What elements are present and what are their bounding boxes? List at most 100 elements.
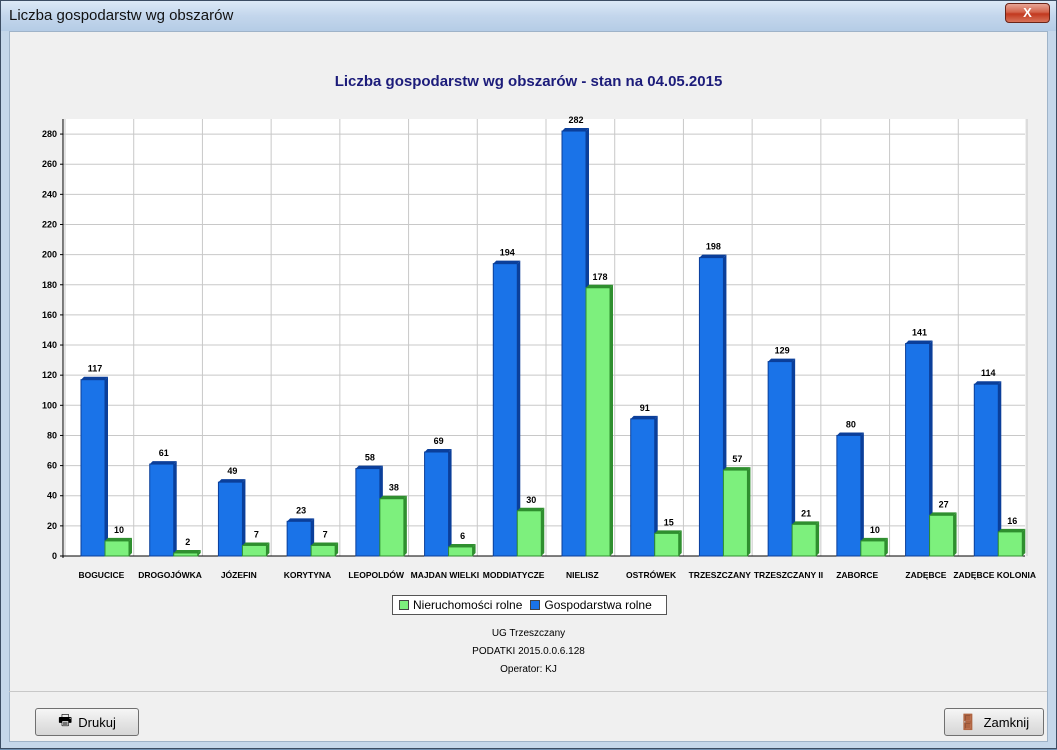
bar-gospodarstwa-value-label: 194 <box>500 248 515 258</box>
legend-label-gospodarstwa: Gospodarstwa rolne <box>544 598 652 612</box>
bar-gospodarstwa-value-label: 23 <box>296 505 306 515</box>
bar-gospodarstwa <box>905 343 931 557</box>
bar-nieruchomosci-side <box>884 537 888 556</box>
bar-nieruchomosci-value-label: 15 <box>664 517 674 527</box>
bar-nieruchomosci <box>104 540 130 557</box>
bar-nieruchomosci-side <box>747 467 751 556</box>
print-button-label: Drukuj <box>78 714 116 730</box>
y-tick-label: 280 <box>42 129 57 139</box>
bar-gospodarstwa-top <box>218 479 246 483</box>
bar-nieruchomosci-side <box>678 530 682 556</box>
close-icon: X <box>1023 5 1032 20</box>
bar-nieruchomosci-top <box>654 530 682 534</box>
x-tick-label: NIELISZ <box>566 570 599 580</box>
bar-nieruchomosci-side <box>610 284 613 556</box>
bar-gospodarstwa <box>767 361 793 557</box>
print-button[interactable]: 🖶 Drukuj <box>35 708 139 736</box>
bar-gospodarstwa <box>492 263 518 557</box>
bar-nieruchomosci-top <box>723 467 751 471</box>
bar-gospodarstwa-top <box>81 376 108 380</box>
y-tick-label: 140 <box>42 340 57 350</box>
bar-nieruchomosci-side <box>1022 528 1026 556</box>
bar-gospodarstwa <box>217 481 243 557</box>
bar-gospodarstwa <box>836 434 862 557</box>
bar-gospodarstwa-top <box>493 260 521 264</box>
chart-legend: Nieruchomości rolne Gospodarstwa rolne <box>392 595 667 615</box>
x-tick-label: OSTRÓWEK <box>626 569 677 580</box>
bar-nieruchomosci-value-label: 57 <box>732 454 742 464</box>
close-button[interactable]: 🚪 Zamknij <box>944 708 1044 736</box>
bar-gospodarstwa-value-label: 80 <box>846 419 856 429</box>
bar-nieruchomosci-value-label: 6 <box>460 531 465 541</box>
bar-gospodarstwa-side <box>105 376 108 556</box>
bar-nieruchomosci-side <box>953 512 957 556</box>
x-tick-label: LEOPOLDÓW <box>348 569 405 580</box>
close-window-button[interactable]: X <box>1005 3 1050 23</box>
bar-nieruchomosci-value-label: 38 <box>389 483 399 493</box>
bar-nieruchomosci <box>310 544 336 557</box>
legend-swatch-blue <box>530 600 541 610</box>
bar-gospodarstwa <box>149 463 175 557</box>
bar-gospodarstwa-side <box>792 358 796 556</box>
bar-gospodarstwa-side <box>173 461 177 556</box>
x-tick-label: MODDIATYCZE <box>483 570 545 580</box>
y-tick-label: 200 <box>42 250 57 260</box>
legend-item-gospodarstwa: Gospodarstwa rolne <box>530 598 652 612</box>
bar-nieruchomosci <box>997 531 1023 557</box>
bar-gospodarstwa-value-label: 69 <box>434 436 444 446</box>
window-title: Liczba gospodarstw wg obszarów <box>9 7 234 24</box>
bar-gospodarstwa <box>973 383 999 557</box>
bar-nieruchomosci-top <box>929 512 957 516</box>
close-button-label: Zamknij <box>983 714 1030 730</box>
bar-gospodarstwa-top <box>699 254 727 258</box>
plot-area <box>63 119 1025 556</box>
bar-gospodarstwa-top <box>149 461 177 465</box>
bar-nieruchomosci-value-label: 27 <box>939 499 949 509</box>
bar-nieruchomosci-side <box>129 537 132 556</box>
bar-gospodarstwa <box>698 257 724 557</box>
bar-nieruchomosci-top <box>242 542 270 546</box>
x-tick-label: DROGOJÓWKA <box>138 569 202 580</box>
bar-nieruchomosci-value-label: 7 <box>254 529 259 539</box>
y-tick-label: 0 <box>52 551 57 561</box>
chart-title: Liczba gospodarstw wg obszarów - stan na… <box>334 73 723 90</box>
bar-nieruchomosci-top <box>311 542 339 546</box>
bar-nieruchomosci-side <box>335 542 339 556</box>
legend-label-nieruchomosci: Nieruchomości rolne <box>413 598 523 612</box>
bar-gospodarstwa <box>561 130 587 557</box>
y-tick-label: 240 <box>42 189 57 199</box>
bar-nieruchomosci-side <box>541 507 545 556</box>
title-bar[interactable]: Liczba gospodarstw wg obszarów X <box>1 1 1056 31</box>
bar-nieruchomosci-value-label: 10 <box>870 525 880 535</box>
bar-nieruchomosci <box>585 287 611 557</box>
bar-nieruchomosci-top <box>173 549 201 553</box>
bar-gospodarstwa-side <box>998 381 1002 556</box>
bar-gospodarstwa-side <box>654 415 658 556</box>
bar-gospodarstwa <box>286 520 312 557</box>
bar-gospodarstwa-top <box>768 358 796 362</box>
bar-gospodarstwa <box>355 468 381 557</box>
bar-gospodarstwa-side <box>242 479 246 556</box>
bar-nieruchomosci-top <box>998 528 1026 532</box>
bar-gospodarstwa-value-label: 61 <box>159 448 169 458</box>
bar-nieruchomosci-top <box>586 284 613 288</box>
bar-nieruchomosci-side <box>816 521 820 556</box>
y-tick-label: 120 <box>42 370 57 380</box>
bar-gospodarstwa-value-label: 91 <box>640 403 650 413</box>
bar-gospodarstwa-top <box>562 128 589 132</box>
legend-swatch-green <box>399 600 409 610</box>
y-tick-label: 80 <box>47 430 57 440</box>
bar-nieruchomosci-value-label: 178 <box>592 272 607 282</box>
bar-nieruchomosci <box>791 523 817 557</box>
bar-nieruchomosci-side <box>266 542 270 556</box>
bar-gospodarstwa-top <box>905 340 933 344</box>
bar-gospodarstwa-value-label: 129 <box>775 346 790 356</box>
bar-gospodarstwa <box>80 379 106 557</box>
bar-gospodarstwa-top <box>287 518 315 522</box>
bar-nieruchomosci <box>241 544 267 557</box>
legend-item-nieruchomosci: Nieruchomości rolne <box>399 598 522 612</box>
bar-nieruchomosci <box>448 546 474 557</box>
bar-nieruchomosci-value-label: 21 <box>801 508 811 518</box>
bar-nieruchomosci-value-label: 30 <box>526 495 536 505</box>
